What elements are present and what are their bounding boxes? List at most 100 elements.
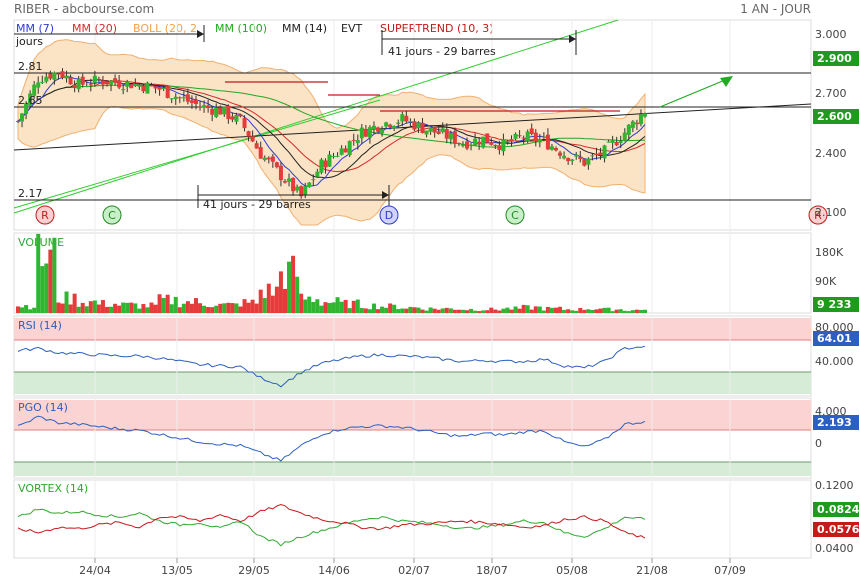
candle-body: [412, 121, 417, 130]
volume-bar: [242, 299, 247, 313]
candle-body: [537, 139, 542, 143]
signal-label-4: R: [814, 209, 822, 222]
signal-4[interactable]: [808, 205, 828, 225]
candle-body: [416, 122, 421, 129]
volume-bar: [20, 307, 25, 313]
chart-period[interactable]: 1 AN - JOUR: [740, 2, 811, 16]
volume-bar: [380, 306, 385, 313]
volume-bar: [610, 311, 615, 313]
volume-bar: [558, 306, 563, 313]
volume-bar: [60, 303, 65, 313]
volume-bar: [408, 306, 413, 313]
candle-body: [307, 182, 312, 188]
signal-2[interactable]: [379, 205, 399, 225]
candle-body: [622, 132, 627, 141]
volume-bar: [137, 308, 142, 313]
candle-body: [161, 87, 166, 89]
signal-label-2: D: [385, 209, 393, 222]
candle-body: [20, 113, 25, 122]
volume-bar: [444, 307, 449, 313]
candle-body: [343, 148, 348, 153]
volume-bar: [549, 307, 554, 313]
candle-body: [202, 105, 207, 108]
legend: MM (7) MM (20) BOLL (20, 2 MM (100) MM (14) E…: [15, 22, 494, 48]
candle-body: [177, 97, 182, 99]
x-label-0: 24/04: [79, 564, 111, 577]
candle-body: [545, 134, 550, 150]
volume-bar: [574, 310, 579, 313]
legend-item-3: MM (100): [215, 22, 267, 35]
volume-bar: [198, 303, 203, 313]
candle-body: [509, 139, 514, 142]
candle-body: [574, 154, 579, 157]
candle-body: [618, 141, 623, 143]
bollinger-band: [17, 39, 646, 226]
candle-body: [64, 75, 69, 79]
candle-body: [40, 81, 45, 83]
volume-bar: [452, 309, 457, 313]
current-price-value: 2.600: [817, 110, 852, 123]
vortex-minus-badge: [813, 522, 859, 537]
volume-bar: [104, 306, 109, 313]
volume-bar: [630, 310, 635, 313]
candle-body: [121, 89, 126, 91]
candle-body: [541, 136, 546, 138]
candle-body: [92, 75, 97, 83]
candle-body: [56, 73, 61, 75]
candle-body: [505, 140, 510, 143]
candle-body: [558, 152, 563, 156]
volume-bar: [299, 293, 304, 313]
volume-bar: [44, 263, 49, 313]
volume-bar: [282, 288, 287, 313]
candle-body: [36, 82, 41, 88]
volume-bar: [489, 307, 494, 313]
vortex-plus-badge: [813, 502, 859, 517]
volume-bar: [129, 302, 134, 313]
level-label-2-81: 2.81: [18, 60, 43, 73]
volume-bar: [185, 301, 190, 313]
volume-bar: [521, 304, 526, 313]
price-tick-2700: 2.700: [815, 87, 847, 100]
candle-body: [610, 140, 615, 144]
volume-bar: [177, 307, 182, 313]
candle-body: [566, 158, 571, 162]
volume-current-value: 9 233: [817, 298, 851, 311]
candle-body: [594, 153, 599, 155]
signal-3[interactable]: [505, 205, 525, 225]
candle-body: [254, 143, 259, 149]
chart-title: RIBER - abcbourse.com: [14, 2, 154, 16]
level-label-2-65: 2.65: [18, 94, 43, 107]
volume-bar: [125, 302, 130, 313]
vortex-tick-low: 0.0400: [815, 542, 854, 555]
candle-body: [400, 114, 405, 122]
x-label-8: 07/09: [714, 564, 746, 577]
x-label-6: 05/08: [556, 564, 588, 577]
legend-sub: jours: [15, 35, 43, 48]
volume-bar: [141, 304, 146, 313]
candle-body: [380, 129, 385, 134]
signal-0[interactable]: [35, 205, 55, 225]
candle-body: [278, 165, 283, 181]
candle-body: [473, 138, 478, 146]
x-label-7: 21/08: [636, 564, 668, 577]
candle-body: [84, 86, 89, 88]
candle-body: [141, 85, 146, 92]
volume-bar: [84, 306, 89, 313]
candle-body: [193, 99, 198, 105]
legend-item-0: MM (7): [16, 22, 54, 35]
volume-bar: [618, 309, 623, 313]
candle-body: [513, 133, 518, 140]
candle-body: [590, 155, 595, 157]
volume-bar: [404, 308, 409, 313]
signal-1[interactable]: [102, 205, 122, 225]
supertrend: [225, 81, 620, 112]
candle-body: [549, 146, 554, 150]
volume-bar: [157, 294, 162, 313]
candle-body: [521, 137, 526, 139]
candle-body: [554, 148, 559, 151]
volume-bar: [307, 296, 312, 313]
candle-body: [327, 154, 332, 167]
volume-bar: [436, 309, 441, 313]
volume-bar: [493, 309, 498, 313]
volume-bar: [210, 307, 215, 313]
